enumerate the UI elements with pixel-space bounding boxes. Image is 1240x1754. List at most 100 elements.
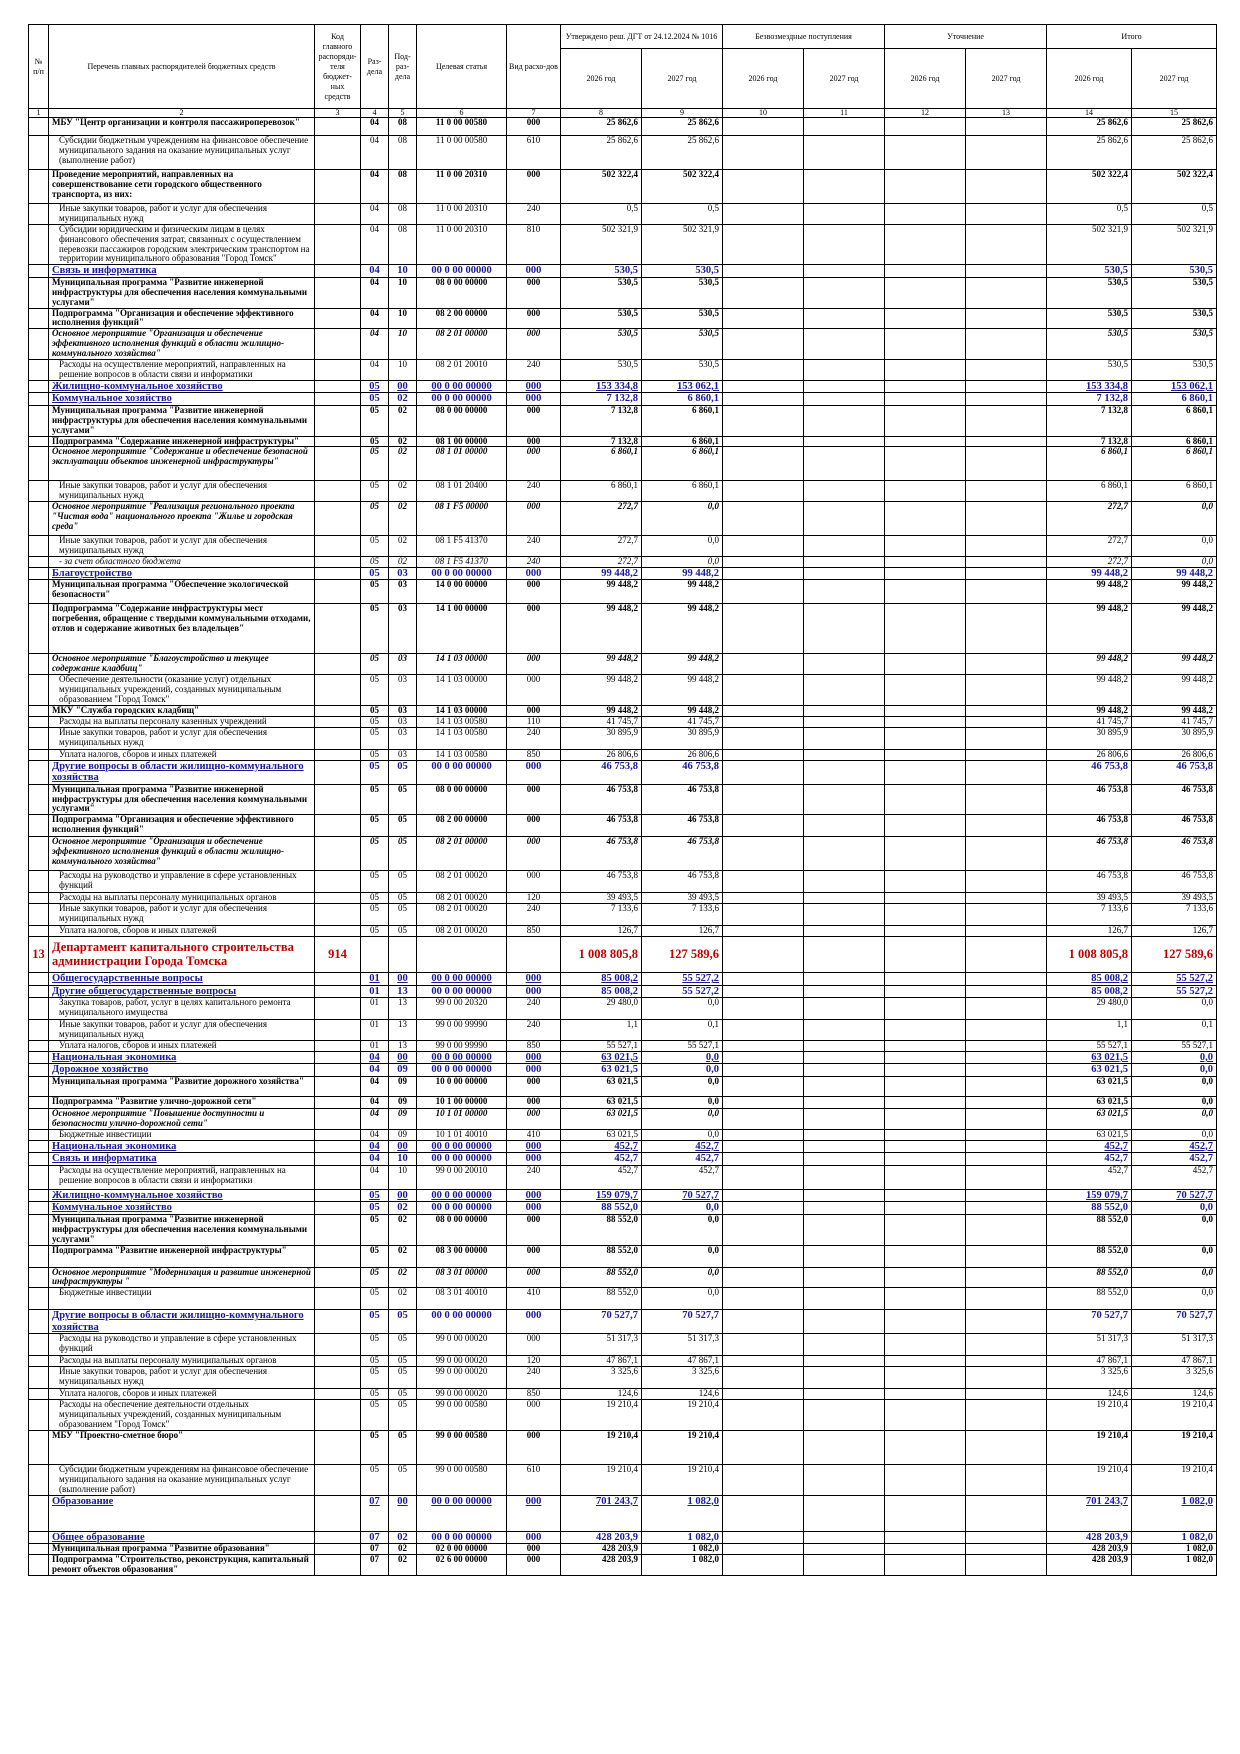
row-razdel: 05 (360, 726, 389, 750)
clarification-2027 (965, 903, 1048, 927)
total-2027: 0,0 (1131, 501, 1218, 537)
clarification-2027 (965, 276, 1048, 309)
row-target-article: 08 1 F5 41370 (416, 556, 507, 568)
row-vid (506, 936, 561, 974)
approved-2026: 7 132,8 (560, 435, 642, 448)
approved-2026: 88 552,0 (560, 1201, 642, 1215)
row-razdel: 05 (360, 903, 389, 927)
row-podrazdel: 10 (388, 276, 417, 309)
row-podrazdel: 05 (388, 1388, 417, 1401)
total-2027: 99 448,2 (1131, 653, 1218, 676)
row-vid: 240 (506, 997, 561, 1021)
row-name: Иные закупки товаров, работ и услуг для … (48, 203, 315, 225)
clarification-2027 (965, 870, 1048, 894)
row-number (28, 1213, 49, 1246)
row-code (314, 307, 361, 330)
approved-2026: 88 552,0 (560, 1244, 642, 1268)
row-vid: 000 (506, 704, 561, 717)
total-2027: 502 322,4 (1131, 169, 1218, 204)
row-razdel: 05 (360, 435, 389, 448)
row-podrazdel: 00 (388, 1139, 417, 1154)
approved-2026: 530,5 (560, 307, 642, 330)
row-target-article: 08 2 01 00020 (416, 903, 507, 927)
clarification-2026 (884, 653, 967, 676)
row-razdel: 04 (360, 1107, 389, 1130)
table-row: Иные закупки товаров, работ и услуг для … (28, 203, 1218, 225)
row-vid: 000 (506, 117, 561, 136)
header-name: Перечень главных распорядителей бюджетны… (48, 24, 315, 109)
row-podrazdel: 05 (388, 814, 417, 838)
row-razdel (360, 936, 389, 974)
total-2027: 46 753,8 (1131, 759, 1218, 785)
row-target-article: 08 1 F5 00000 (416, 501, 507, 537)
clarification-2027 (965, 1355, 1048, 1368)
header-year: 2027 год (965, 48, 1048, 109)
approved-2027: 0,0 (640, 1266, 724, 1289)
row-number (28, 1188, 49, 1203)
row-code (314, 1188, 361, 1203)
gratuitous-2026 (722, 1287, 805, 1311)
total-2026: 99 448,2 (1046, 704, 1133, 717)
row-target-article: 02 0 00 00000 (416, 1543, 507, 1555)
approved-2027: 47 867,1 (640, 1355, 724, 1368)
gratuitous-2026 (722, 1530, 805, 1545)
row-target-article: 08 2 00 00000 (416, 814, 507, 838)
approved-2027: 70 527,7 (640, 1188, 724, 1203)
row-number (28, 1019, 49, 1041)
gratuitous-2027 (803, 892, 886, 905)
header-total: Итого (1046, 24, 1218, 49)
row-number (28, 972, 49, 986)
row-code (314, 446, 361, 482)
approved-2026: 88 552,0 (560, 1213, 642, 1246)
header-year: 2026 год (722, 48, 805, 109)
table-row: Подпрограмма "Строительство, реконструкц… (28, 1553, 1218, 1576)
row-target-article: 99 0 00 00020 (416, 1388, 507, 1401)
gratuitous-2026 (722, 759, 805, 785)
row-name: Расходы на обеспечение деятельности отде… (48, 1399, 315, 1431)
row-podrazdel: 05 (388, 870, 417, 894)
clarification-2026 (884, 556, 967, 568)
row-number (28, 1075, 49, 1097)
clarification-2027 (965, 1530, 1048, 1545)
approved-2026: 3 325,6 (560, 1366, 642, 1390)
row-code (314, 1152, 361, 1166)
clarification-2027 (965, 223, 1048, 266)
table-row: Расходы на выплаты персоналу казенных уч… (28, 715, 1218, 728)
column-number: 4 (360, 108, 389, 118)
total-2027: 99 448,2 (1131, 603, 1218, 655)
row-name: Жилищно-коммунальное хозяйство (48, 1188, 315, 1203)
gratuitous-2027 (803, 1188, 886, 1203)
row-code (314, 715, 361, 728)
approved-2027: 30 895,9 (640, 726, 724, 750)
row-target-article (416, 936, 507, 974)
row-vid: 000 (506, 1543, 561, 1555)
row-vid: 000 (506, 328, 561, 361)
header-year: 2026 год (1046, 48, 1133, 109)
gratuitous-2027 (803, 925, 886, 938)
total-2026: 1 008 805,8 (1046, 936, 1133, 974)
clarification-2026 (884, 972, 967, 986)
gratuitous-2027 (803, 1287, 886, 1311)
clarification-2026 (884, 1553, 967, 1576)
header-vid: Вид расхо-дов (506, 24, 561, 109)
approved-2027: 46 753,8 (640, 836, 724, 872)
table-row: Подпрограмма "Развитие улично-дорожной с… (28, 1095, 1218, 1109)
clarification-2027 (965, 1333, 1048, 1357)
row-vid: 000 (506, 1244, 561, 1268)
row-number (28, 264, 49, 278)
total-2027: 7 133,6 (1131, 903, 1218, 927)
row-podrazdel: 02 (388, 1266, 417, 1289)
clarification-2027 (965, 1553, 1048, 1576)
row-code (314, 169, 361, 204)
approved-2027: 530,5 (640, 276, 724, 309)
clarification-2026 (884, 925, 967, 938)
row-vid: 000 (506, 1063, 561, 1077)
row-vid: 000 (506, 1494, 561, 1532)
clarification-2026 (884, 579, 967, 605)
row-target-article: 11 0 00 00580 (416, 117, 507, 136)
row-podrazdel: 05 (388, 1309, 417, 1335)
row-number (28, 1201, 49, 1215)
total-2027: 6 860,1 (1131, 404, 1218, 437)
table-row: Бюджетные инвестиции 05 02 08 3 01 40010 410… (28, 1287, 1218, 1311)
clarification-2027 (965, 892, 1048, 905)
